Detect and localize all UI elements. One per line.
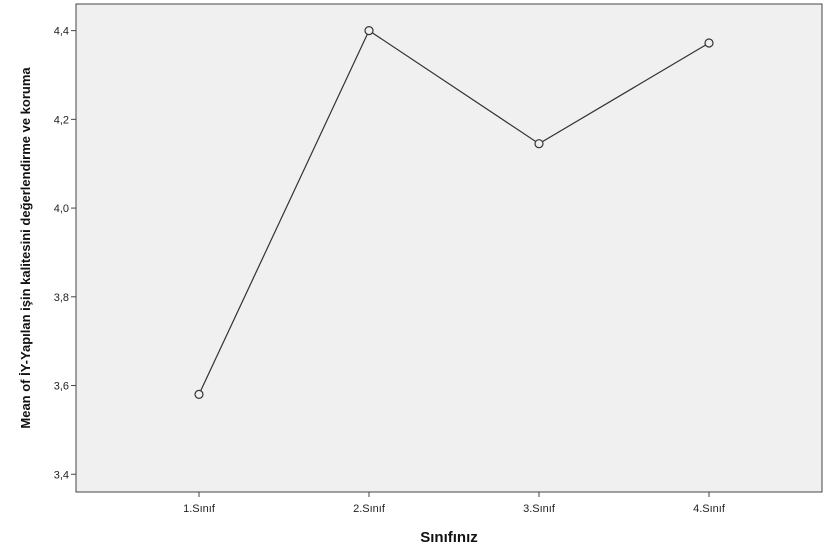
x-tick-label: 3.Sınıf: [523, 503, 556, 515]
x-tick-label: 1.Sınıf: [183, 503, 216, 515]
y-axis-title: Mean of İY-Yapılan işin kalitesini değer…: [18, 67, 33, 429]
y-tick-label: 3,8: [54, 292, 69, 304]
y-axis: 3,4 3,6 3,8 4,0 4,2 4,4: [54, 26, 76, 481]
y-tick-label: 3,4: [54, 469, 69, 481]
series-line: [198, 29, 710, 395]
y-tick-label: 4,2: [54, 114, 69, 126]
x-tick-label: 4.Sınıf: [693, 503, 726, 515]
y-tick-label: 3,6: [54, 381, 69, 393]
data-points: [194, 26, 714, 399]
x-tick-label: 2.Sınıf: [353, 503, 386, 515]
y-tick-label: 4,4: [54, 26, 69, 38]
data-point: [364, 26, 374, 36]
data-point: [534, 139, 544, 149]
data-point: [704, 38, 714, 48]
x-axis: 1.Sınıf 2.Sınıf 3.Sınıf 4.Sınıf: [183, 492, 726, 515]
y-tick-label: 4,0: [54, 203, 69, 215]
data-point: [194, 389, 204, 399]
x-axis-title: Sınıfınız: [420, 529, 478, 546]
plot-area: [75, 3, 823, 493]
